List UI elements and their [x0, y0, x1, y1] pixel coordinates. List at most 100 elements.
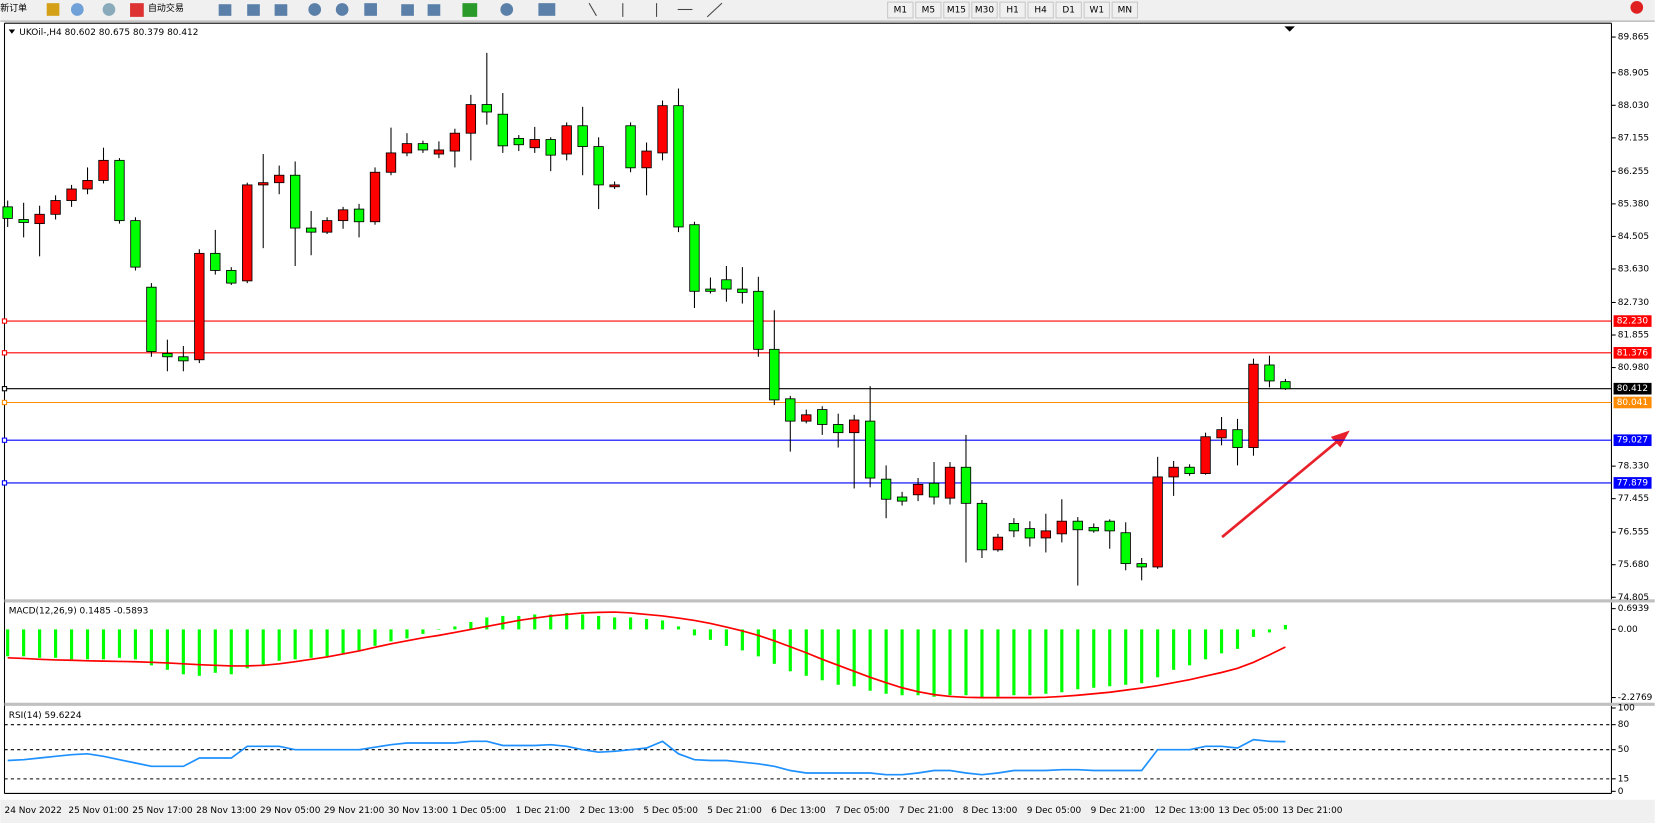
candle-body: [864, 420, 876, 479]
histogram-bar: [1108, 629, 1112, 687]
candle-body: [817, 409, 828, 425]
timeframe-label[interactable]: H4: [1034, 6, 1047, 16]
icon[interactable]: [462, 3, 478, 17]
icon[interactable]: [401, 4, 414, 16]
icon[interactable]: [308, 3, 322, 16]
histogram-bar: [900, 629, 904, 696]
candle-body: [561, 125, 572, 155]
auto-trading-icon[interactable]: [130, 3, 144, 17]
candle-body: [705, 288, 716, 292]
histogram-bar: [1140, 629, 1144, 684]
candle-body: [673, 105, 684, 228]
x-tick-label: 25 Nov 17:00: [132, 806, 193, 816]
level-marker: [1, 386, 8, 392]
histogram-bar: [613, 617, 617, 630]
histogram-bar: [644, 618, 649, 630]
histogram-bar: [533, 614, 537, 630]
notification-badge[interactable]: [1630, 1, 1644, 14]
level-label: 80.041: [1617, 398, 1648, 408]
timeframe-label[interactable]: W1: [1089, 6, 1104, 16]
trendline-tool[interactable]: [706, 2, 723, 18]
icon[interactable]: [335, 3, 349, 16]
histogram-bar: [597, 615, 601, 630]
icon[interactable]: [46, 3, 60, 16]
timeframe-button[interactable]: [887, 1, 914, 19]
timeframe-button[interactable]: [999, 1, 1026, 19]
cursor-tool[interactable]: [588, 2, 597, 17]
icon[interactable]: [218, 4, 232, 16]
candle-body: [1072, 520, 1083, 531]
timeframe-button[interactable]: [1027, 1, 1054, 19]
symbol-menu[interactable]: [8, 29, 16, 34]
chart-title: UKOil-,H4 80.602 80.675 80.379 80.412: [19, 28, 198, 38]
timeframe-button[interactable]: [915, 1, 942, 19]
histogram-bar: [213, 629, 217, 673]
auto-trading-button[interactable]: 自动交易: [148, 2, 184, 14]
histogram-bar: [1235, 629, 1240, 649]
y-tick-label: 85.380: [1618, 199, 1650, 209]
y-tick-label: 83.630: [1618, 264, 1650, 274]
timeframe-button[interactable]: [1111, 1, 1139, 19]
icon[interactable]: [274, 4, 288, 16]
level-label-box: [1613, 347, 1652, 359]
histogram-bar: [165, 629, 169, 670]
icon[interactable]: [427, 4, 441, 16]
histogram-bar: [38, 629, 42, 658]
histogram-bar: [1219, 629, 1224, 654]
new-order-button[interactable]: 新订单: [0, 2, 27, 14]
timeframe-button[interactable]: [1083, 1, 1110, 19]
timeframe-label[interactable]: M5: [922, 6, 935, 16]
histogram-bar: [964, 629, 968, 696]
candle-body: [417, 143, 429, 151]
histogram-bar: [692, 629, 697, 636]
level-label: 81.376: [1617, 348, 1649, 358]
histogram-bar: [1060, 629, 1064, 693]
icon[interactable]: [70, 3, 84, 16]
icon[interactable]: [364, 3, 377, 16]
histogram-bar: [1092, 629, 1096, 688]
timeframe-label[interactable]: M15: [947, 6, 966, 16]
level-label-box: [1613, 382, 1652, 395]
candle-body: [577, 125, 588, 148]
level-marker: [1, 399, 8, 406]
icon[interactable]: [500, 3, 514, 16]
candle-body: [753, 290, 764, 350]
candle-body: [849, 419, 860, 434]
candle-body: [545, 139, 556, 156]
candle-body: [1152, 476, 1163, 568]
candle-body: [337, 209, 349, 222]
icon[interactable]: [102, 3, 116, 16]
candle-body: [529, 139, 540, 149]
candle-body: [130, 220, 141, 268]
x-tick-label: 5 Dec 05:00: [643, 806, 698, 816]
level-label-box: [1613, 434, 1652, 447]
timeframe-label[interactable]: MN: [1118, 6, 1132, 16]
y-tick-label: 0.6939: [1618, 604, 1650, 614]
level-marker: [1, 437, 8, 443]
candle-body: [689, 224, 700, 292]
pane-separator: [4, 599, 1655, 603]
timeframe-label[interactable]: M1: [894, 6, 907, 16]
histogram-bar: [1124, 629, 1128, 685]
x-tick-label: 1 Dec 05:00: [452, 806, 507, 816]
timeframe-label[interactable]: M30: [975, 6, 994, 16]
icon[interactable]: [538, 3, 556, 16]
y-tick-label: 78.330: [1618, 462, 1650, 472]
histogram-bar: [996, 629, 1000, 697]
icon[interactable]: [247, 4, 260, 16]
candle-body: [976, 502, 988, 551]
candle-body: [66, 188, 77, 201]
candle-body: [1232, 429, 1243, 448]
histogram-bar: [53, 629, 58, 658]
timeframe-label[interactable]: D1: [1062, 6, 1075, 16]
x-tick-label: 7 Dec 05:00: [835, 806, 890, 816]
y-tick-label: 76.555: [1618, 528, 1649, 538]
timeframe-button[interactable]: [971, 1, 998, 19]
histogram-bar: [1267, 629, 1272, 633]
timeframe-button[interactable]: [943, 1, 970, 19]
histogram-bar: [517, 615, 521, 630]
timeframe-label[interactable]: H1: [1006, 6, 1018, 16]
timeframe-button[interactable]: [1055, 1, 1082, 19]
x-tick-label: 6 Dec 13:00: [771, 806, 826, 816]
